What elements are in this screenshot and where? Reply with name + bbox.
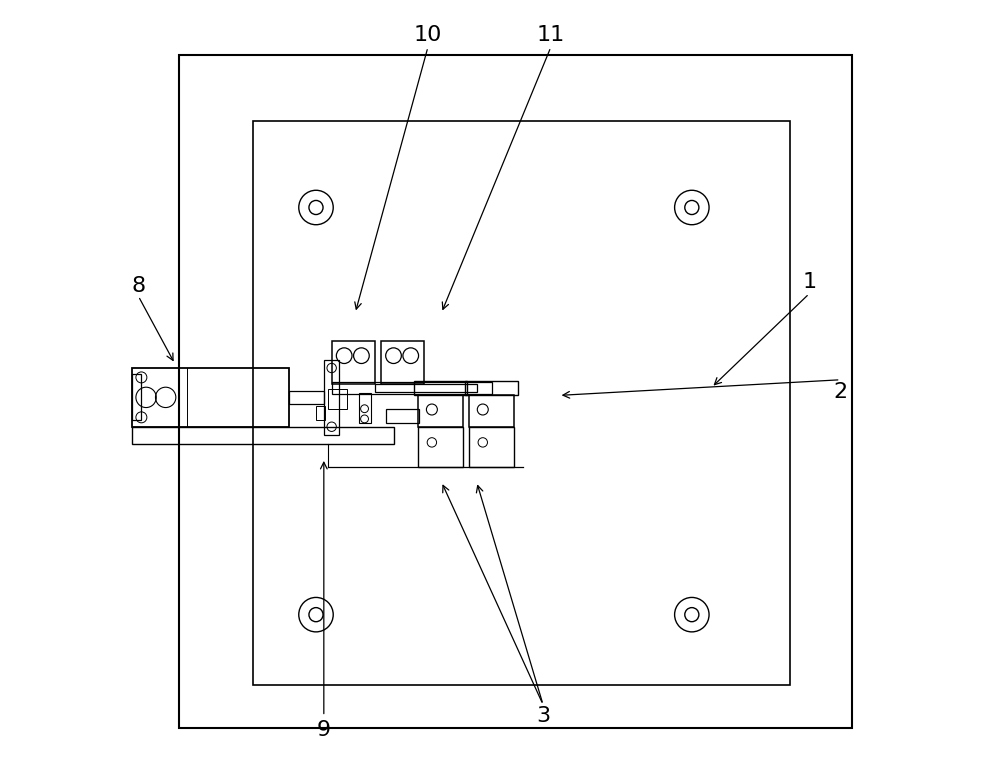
Text: 8: 8 <box>131 276 145 296</box>
Text: 9: 9 <box>317 720 331 740</box>
Text: 2: 2 <box>834 381 848 402</box>
Bar <box>465 381 518 395</box>
Bar <box>386 409 419 423</box>
Bar <box>253 121 790 685</box>
Bar <box>132 374 141 420</box>
Bar <box>375 384 477 392</box>
Text: 1: 1 <box>802 272 816 292</box>
Bar <box>359 393 371 423</box>
Bar <box>316 406 325 420</box>
Bar <box>418 427 463 467</box>
Bar <box>469 395 514 427</box>
Bar <box>418 395 463 427</box>
Bar <box>332 382 492 394</box>
Bar <box>414 381 467 395</box>
Bar <box>381 341 424 384</box>
Bar <box>324 360 339 435</box>
Text: 3: 3 <box>536 706 550 727</box>
Bar <box>328 389 347 409</box>
Bar <box>289 392 324 404</box>
Text: 11: 11 <box>537 25 565 45</box>
Text: 10: 10 <box>414 25 442 45</box>
Bar <box>332 341 375 384</box>
Bar <box>179 55 852 728</box>
Bar <box>469 427 514 467</box>
Bar <box>132 427 394 444</box>
Bar <box>132 368 289 427</box>
